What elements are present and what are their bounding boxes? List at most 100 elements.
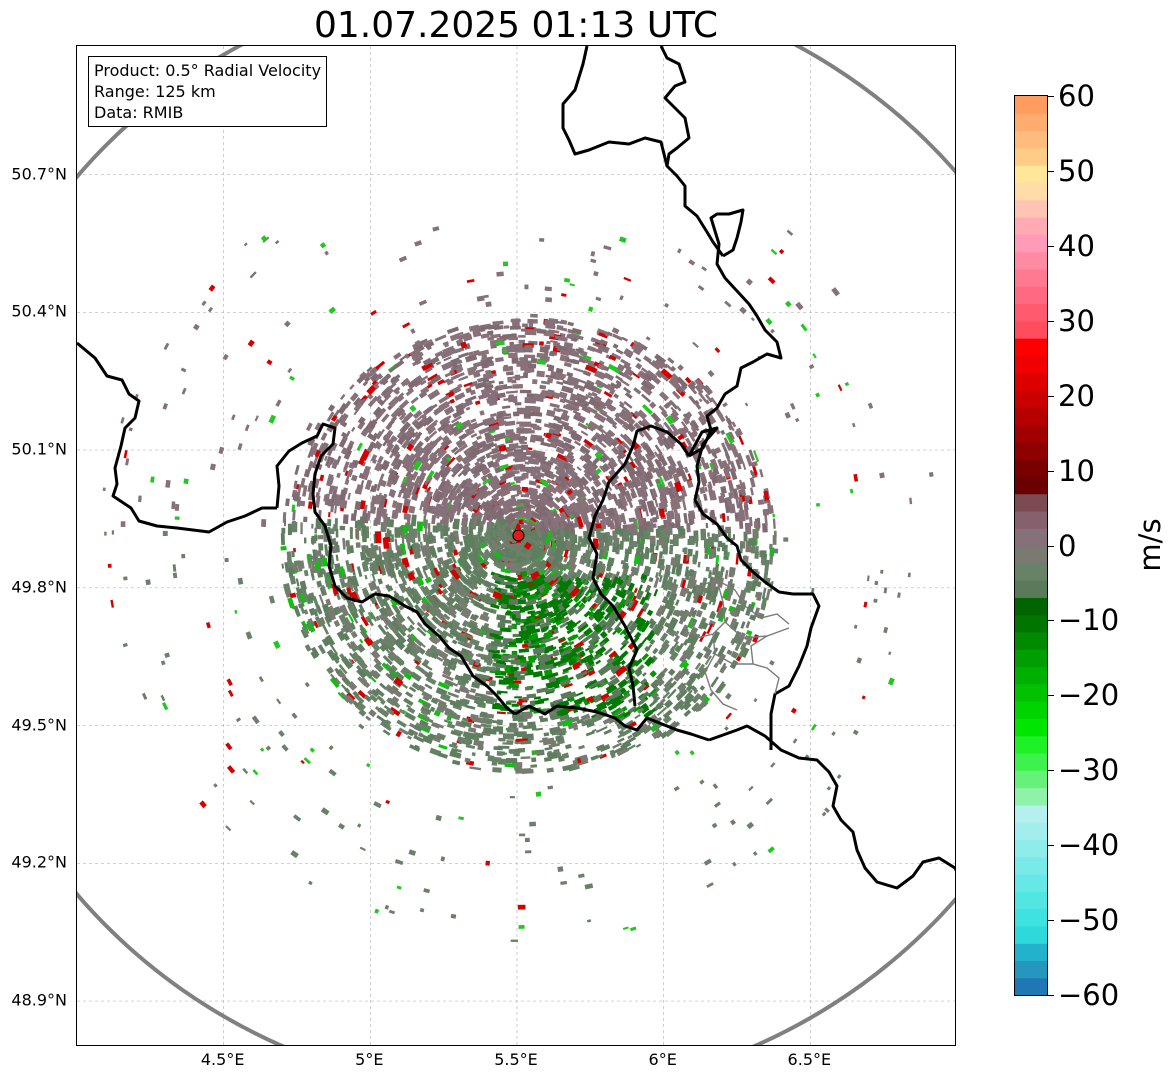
echo-gate <box>445 456 456 468</box>
echo-gate <box>388 623 399 635</box>
echo-gate <box>663 677 674 688</box>
echo-gate <box>634 713 641 720</box>
echo-gate <box>681 426 690 434</box>
echo-gate <box>527 447 533 451</box>
echo-gate <box>431 615 440 625</box>
radar-map[interactable] <box>76 45 956 1046</box>
echo-gate <box>457 573 469 585</box>
echo-gate <box>328 476 335 485</box>
echo-gate <box>584 364 598 374</box>
echo-gate <box>504 512 514 521</box>
echo-gate <box>623 386 632 394</box>
echo-gate <box>317 535 324 540</box>
echo-gate <box>462 584 472 594</box>
echo-gate <box>506 610 512 616</box>
echo-gate <box>443 356 452 362</box>
echo-gate <box>326 411 335 422</box>
echo-gate <box>734 637 740 644</box>
echo-gate <box>320 432 328 441</box>
echo-gate <box>518 478 523 481</box>
echo-gate <box>576 718 584 725</box>
echo-gate <box>599 630 608 639</box>
echo-gate <box>739 544 743 554</box>
echo-gate <box>483 472 492 479</box>
echo-gate <box>424 576 433 584</box>
echo-gate <box>291 550 295 558</box>
echo-gate <box>488 380 495 384</box>
echo-gate <box>498 380 504 385</box>
echo-gate <box>519 389 532 394</box>
echo-gate <box>492 320 499 327</box>
echo-gate <box>673 634 680 643</box>
echo-gate <box>635 743 642 748</box>
echo-gate <box>535 418 542 424</box>
echo-gate <box>536 328 547 334</box>
echo-gate <box>525 405 536 410</box>
echo-gate <box>294 464 300 476</box>
echo-gate <box>535 727 543 731</box>
echo-gate <box>562 404 574 412</box>
echo-gate <box>512 411 520 417</box>
echo-gate <box>640 626 647 633</box>
echo-gate <box>502 405 511 409</box>
echo-gate <box>677 526 684 536</box>
echo-gate <box>558 608 567 615</box>
echo-gate <box>406 627 413 633</box>
echo-gate <box>653 576 660 588</box>
echo-gate <box>366 510 371 521</box>
echo-gate <box>443 666 451 672</box>
echo-gate <box>470 418 477 423</box>
echo-gate <box>612 333 623 341</box>
echo-gate <box>405 691 414 698</box>
echo-gate <box>287 523 292 536</box>
echo-gate <box>510 493 520 498</box>
echo-gate <box>349 392 359 402</box>
echo-gate <box>495 510 506 522</box>
echo-gate <box>526 733 534 739</box>
echo-gate <box>531 724 537 731</box>
echo-gate <box>411 419 420 427</box>
echo-gate <box>425 676 437 685</box>
echo-gate <box>517 427 525 431</box>
echo-gate <box>649 543 655 553</box>
echo-gate <box>360 448 371 462</box>
echo-gate <box>583 441 592 450</box>
echo-gate <box>395 612 406 624</box>
echo-gate <box>627 697 634 704</box>
echo-gate <box>478 427 489 435</box>
echo-gate <box>438 743 448 750</box>
echo-gate <box>510 727 519 732</box>
echo-gate <box>306 620 316 633</box>
echo-gate <box>436 546 443 553</box>
echo-gate <box>516 427 521 434</box>
echo-gate <box>582 370 592 377</box>
echo-gate <box>496 719 503 726</box>
echo-gate <box>739 641 748 651</box>
echo-gate <box>573 568 583 581</box>
echo-gate <box>414 543 422 553</box>
echo-gate <box>661 596 669 604</box>
echo-gate <box>285 498 290 507</box>
echo-gate <box>615 348 624 355</box>
echo-gate <box>530 639 536 644</box>
echo-gate <box>460 610 471 619</box>
echo-gate <box>343 430 351 441</box>
echo-gate <box>346 587 354 598</box>
echo-gate <box>754 591 759 598</box>
echo-gate <box>719 514 723 519</box>
echo-gate <box>478 392 491 400</box>
echo-gate <box>620 638 630 648</box>
echo-gate <box>427 523 431 536</box>
echo-gate <box>493 432 507 441</box>
echo-gate <box>485 435 496 441</box>
echo-gate <box>327 404 336 412</box>
echo-gate <box>549 402 560 409</box>
echo-gate <box>694 662 702 671</box>
echo-gate <box>753 521 759 529</box>
echo-gate <box>567 321 574 327</box>
echo-gate <box>716 645 727 658</box>
echo-gate <box>392 386 401 394</box>
echo-gate <box>629 460 637 470</box>
echo-gate <box>390 407 402 419</box>
echo-gate <box>645 546 648 552</box>
